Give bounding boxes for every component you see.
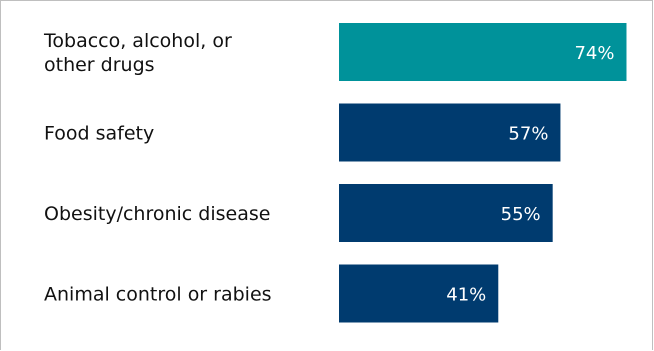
- bar-obesity-chronic-disease: [339, 184, 553, 242]
- value-labels: 74% 57% 55% 41%: [446, 43, 614, 306]
- category-label-tobacco-alcohol-or-other-drugs: Tobacco, alcohol, or other drugs: [43, 30, 232, 76]
- bar-tobacco-alcohol-or-other-drugs: [339, 23, 627, 81]
- value-label-animal-control-or-rabies: 41%: [446, 285, 486, 306]
- bars: [339, 23, 627, 323]
- category-label-animal-control-or-rabies: Animal control or rabies: [44, 284, 272, 306]
- bar-animal-control-or-rabies: [339, 264, 499, 323]
- value-label-tobacco-alcohol-or-other-drugs: 74%: [574, 43, 614, 64]
- category-labels: Tobacco, alcohol, or other drugs Food safe…: [43, 30, 272, 306]
- bar-food-safety: [339, 103, 561, 162]
- value-label-food-safety: 57%: [508, 124, 548, 145]
- value-label-obesity-chronic-disease: 55%: [501, 204, 541, 225]
- category-label-obesity-chronic-disease: Obesity/chronic disease: [44, 203, 270, 225]
- category-label-food-safety: Food safety: [44, 123, 154, 145]
